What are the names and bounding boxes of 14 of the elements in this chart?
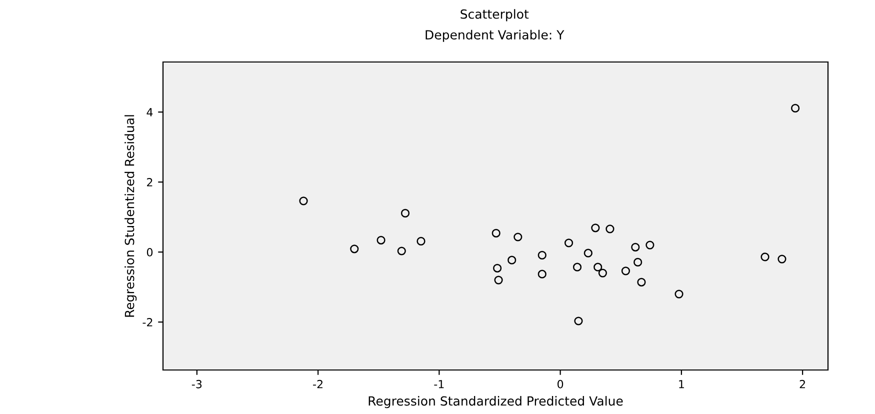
y-tick-label: -2 [142,318,152,326]
x-tick-label: 2 [800,380,805,388]
x-tick-label: -3 [192,380,202,388]
x-tick-label: 0 [558,380,564,388]
y-tick-label: 0 [146,248,153,256]
chart-title: Scatterplot [460,9,529,22]
y-tick-label: 2 [147,178,152,186]
x-tick-label: -2 [313,380,322,388]
x-tick-label: 1 [679,380,684,388]
y-tick-label: 4 [146,108,153,116]
x-tick-label: -1 [434,380,444,388]
chart-subtitle: Dependent Variable: Y [426,30,564,42]
y-axis-title: Regression Studentized Residual [124,115,137,317]
x-axis-title: Regression Standardized Predicted Value [368,396,623,408]
